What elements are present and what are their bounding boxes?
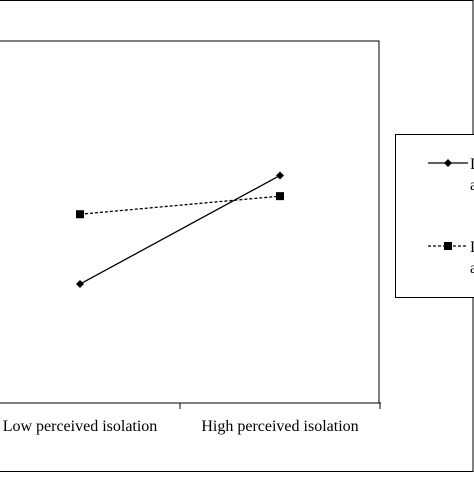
legend-label-0-line2: a xyxy=(470,177,474,194)
x-tick-label-1: High perceived isolation xyxy=(201,418,358,435)
legend-box xyxy=(396,135,474,298)
legend-square-marker xyxy=(444,242,452,250)
legend-label-1: L xyxy=(470,239,474,256)
series-1-point-0 xyxy=(76,210,84,218)
legend-label-0: L xyxy=(470,156,474,173)
legend-label-1-line2: a xyxy=(470,260,474,277)
plot-area xyxy=(0,41,379,403)
series-1-point-1 xyxy=(276,192,284,200)
x-tick-label-0: Low perceived isolation xyxy=(3,418,158,435)
